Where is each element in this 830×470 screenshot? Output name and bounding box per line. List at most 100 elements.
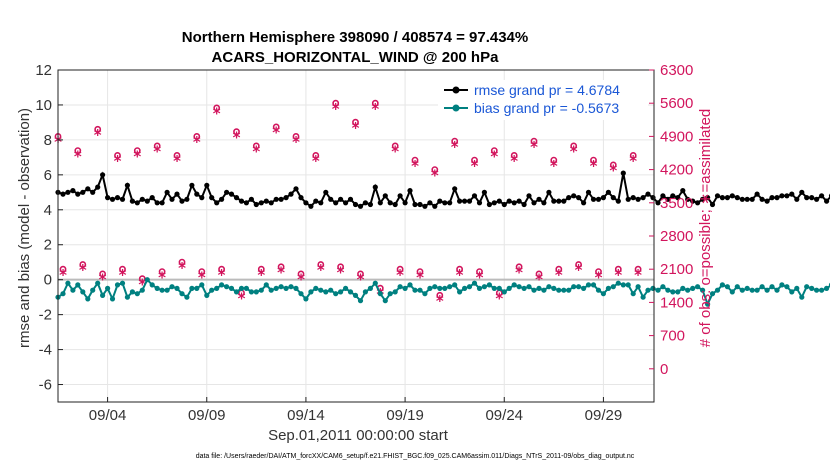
obs-possible-marker [213,104,221,112]
bias-point [511,282,517,288]
obs-assimilated-marker: * [79,261,87,279]
rmse-point [576,195,582,201]
bias-point [144,277,150,283]
bias-point [714,287,721,293]
bias-point [447,284,453,290]
bias-point [551,285,557,291]
bias-point [427,285,433,291]
obs-possible-marker [570,142,578,150]
rmse-point [486,201,492,208]
rmse-point [739,196,745,202]
bias-point [293,285,299,291]
bias-point [625,282,631,288]
legend-bias-marker [452,104,460,112]
obs-assimilated-marker: * [550,157,558,175]
y-right-tick-label: 700 [660,328,685,345]
rmse-point [516,198,522,204]
rmse-point [705,195,711,201]
obs-possible-marker [629,151,637,159]
bias-point [610,284,616,290]
bias-point [114,282,121,288]
bias-point [462,285,468,291]
rmse-point [372,184,378,190]
rmse-point [541,200,547,206]
obs-possible-marker [352,118,359,126]
bias-point [352,292,359,298]
obs-possible-marker [609,161,617,169]
rmse-point [209,195,215,201]
bias-point [595,287,602,293]
obs-possible-marker [471,156,478,164]
bias-point [109,296,116,302]
rmse-point [496,198,502,204]
rmse-point [382,193,388,199]
obs-possible-marker [490,147,498,154]
obs-possible-marker [416,268,424,275]
obs-possible-marker [634,265,642,273]
rmse-point [273,196,279,202]
bias-point [705,301,711,307]
obs-possible-marker [178,258,186,266]
obs-assimilated-marker: * [119,266,127,284]
rmse-point [253,201,259,208]
bias-point [491,285,497,291]
obs-possible-marker [535,270,543,278]
rmse-point [427,200,433,206]
rmse-point [462,198,468,204]
rmse-point [412,201,418,208]
rmse-point [159,200,165,206]
obs-assimilated-marker: * [371,100,379,118]
y-left-tick-label: 2 [44,237,52,254]
bias-point [784,284,790,290]
rmse-point [824,198,830,204]
bias-point [149,282,155,288]
rmse-point [114,195,121,201]
bias-point [248,289,254,295]
bias-point [615,280,621,286]
bias-point [759,284,765,290]
obs-assimilated-marker: * [133,147,141,165]
rmse-point [70,188,76,194]
obs-assimilated-marker: * [570,143,578,161]
y-left-tick-label: 8 [44,132,52,149]
y-right-tick-label: 6300 [660,62,693,79]
obs-assimilated-marker: * [535,271,543,289]
obs-assimilated-marker: * [138,275,146,293]
bias-point [526,284,532,290]
obs-assimilated-marker: * [575,261,583,279]
obs-possible-marker [575,261,582,268]
rmse-point [645,191,651,197]
bias-point [620,282,626,288]
rmse-point [660,193,666,199]
legend-rmse-label: rmse grand pr = 4.6784 [474,82,620,98]
rmse-point [819,193,825,199]
obs-assimilated-marker: * [595,268,603,286]
obs-possible-marker [193,132,201,140]
obs-possible-marker [74,147,82,154]
bias-point [541,287,547,293]
x-tick-label: 09/29 [585,407,623,424]
rmse-point [709,201,716,208]
rmse-point [680,188,686,194]
rmse-point [466,198,473,204]
bias-point [174,285,180,291]
bias-point [253,289,259,295]
obs-assimilated-marker: * [213,105,221,123]
obs-possible-marker [357,270,364,278]
bias-point [749,287,755,293]
obs-assimilated-marker: * [193,133,201,151]
obs-assimilated-marker: * [252,143,260,161]
obs-assimilated-marker: * [74,147,82,165]
bias-point [655,287,661,293]
obs-assimilated-marker: * [257,266,265,284]
rmse-point [670,193,676,199]
y-left-tick-label: -2 [39,307,52,324]
bias-point [744,285,750,291]
bias-point [219,282,225,288]
obs-possible-marker [510,151,518,159]
obs-possible-marker [158,268,166,275]
rmse-point [298,195,304,201]
bias-point [303,296,309,302]
obs-assimilated-marker: * [555,266,563,284]
rmse-point [769,195,775,201]
